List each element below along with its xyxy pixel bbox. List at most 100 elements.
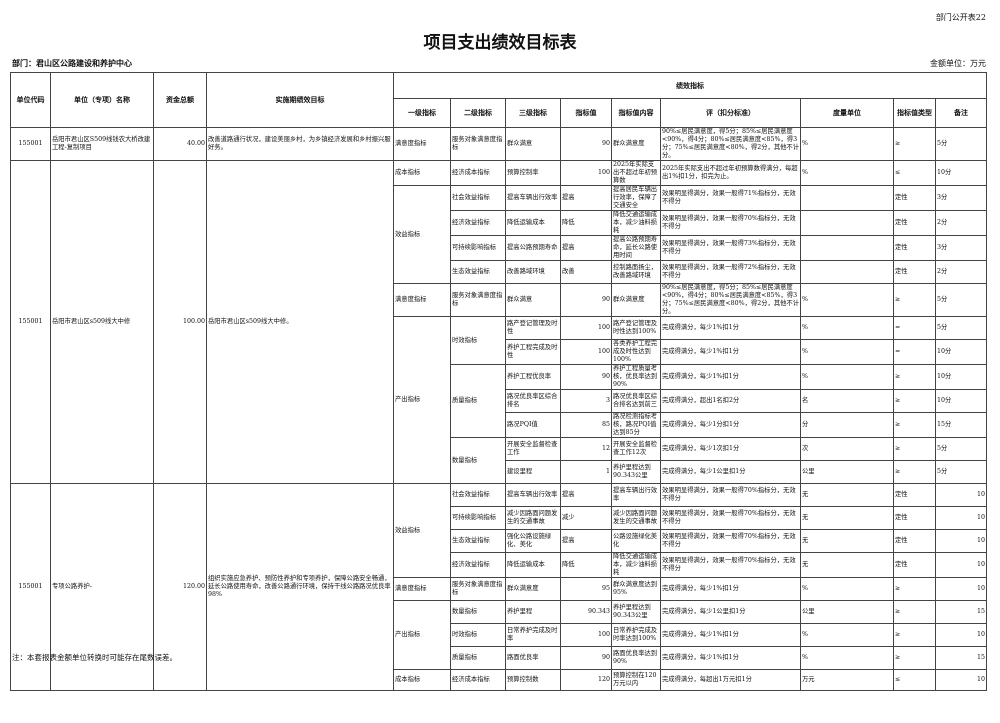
scoring-criteria: 完成得满分，每少1公里扣1分 xyxy=(660,460,801,484)
indicator-content: 公路设施绿化美化 xyxy=(611,529,661,553)
value-type: ≥ xyxy=(893,364,936,390)
scoring-criteria: 完成得满分，每少1%扣1分 xyxy=(660,623,801,647)
scoring-criteria: 完成得满分，每少1公里扣1分 xyxy=(660,600,801,624)
indicator-value: 提高 xyxy=(560,185,612,211)
header-vtype: 指标值类型 xyxy=(893,98,936,128)
table-row: 155001 岳阳市君山区s509线大中修 100.00 岳阳市君山区s509线大中修… xyxy=(10,160,988,484)
remark: 10 xyxy=(934,506,988,530)
indicator-content: 群众满意度达到95% xyxy=(611,577,661,601)
performance-table: 单位代码 单位（专项）名称 资金总额 实施期绩效目标 绩效指标 一级指标 二级指… xyxy=(10,72,988,691)
value-type: ≥ xyxy=(893,389,936,413)
level3-indicator: 建设里程 xyxy=(505,460,561,484)
measure-unit xyxy=(800,235,894,261)
remark: 15 xyxy=(934,600,988,624)
indicator-value: 1 xyxy=(560,460,612,484)
remark: 5分 xyxy=(934,283,988,317)
value-type: 定性 xyxy=(893,210,936,236)
value-type: ≥ xyxy=(893,577,936,601)
header-criteria: 评（扣分标准） xyxy=(660,98,801,128)
performance-goal: 岳阳市君山区s509线大中修。 xyxy=(206,160,394,484)
level3-indicator: 预算控制率 xyxy=(505,160,561,186)
remark: 10分 xyxy=(934,389,988,413)
measure-unit: 无 xyxy=(800,483,894,507)
value-type: ≥ xyxy=(893,412,936,438)
scoring-criteria: 效果明显得满分，效果一般得73%指标分，无效不得分 xyxy=(660,235,801,261)
remark: 10 xyxy=(934,552,988,578)
table-row: 经济效益指标 降低运输成本 降低 降低交通运输成本，减少油料损耗 效果明显得满分，效果一… xyxy=(11,210,988,236)
scoring-criteria: 完成得满分，每少1%扣1分 xyxy=(660,364,801,390)
header-name: 单位（专项）名称 xyxy=(50,72,154,128)
remark: 5分 xyxy=(934,127,988,161)
value-type: ≤ xyxy=(893,669,936,691)
level3-indicator: 开展安全监督检查工作 xyxy=(505,437,561,461)
level1-indicator: 效益指标 xyxy=(393,185,451,284)
measure-unit: % xyxy=(800,316,894,340)
level3-indicator: 路产登记管理及时性 xyxy=(505,316,561,340)
indicator-value: 提高 xyxy=(560,529,612,553)
indicator-value: 提高 xyxy=(560,483,612,507)
table-row: 可持续影响指标 减少因路面问题发生的交通事故 减少 减少因路面问题发生的交通事故 效果明… xyxy=(11,506,988,530)
indicator-content: 群众满意度 xyxy=(611,127,661,161)
table-row: 经济效益指标 降低运输成本 降低 降低交通运输成本，减少油料损耗 效果明显得满分，效果一… xyxy=(11,552,988,578)
indicator-value: 90 xyxy=(560,646,612,670)
level3-indicator: 养护工程优良率 xyxy=(505,364,561,390)
scoring-criteria: 效果明显得满分，效果一般得71%指标分，无效不得分 xyxy=(660,185,801,211)
header-amount: 资金总额 xyxy=(153,72,207,128)
level3-indicator: 预算控制数 xyxy=(505,669,561,691)
measure-unit: 无 xyxy=(800,506,894,530)
value-type: ≥ xyxy=(893,600,936,624)
level1-indicator: 满意度指标 xyxy=(393,577,451,601)
indicator-content: 路况检测指标考核，路况PQI值达到85分 xyxy=(611,412,661,438)
level2-indicator: 质量指标 xyxy=(450,364,506,438)
remark: 3分 xyxy=(934,235,988,261)
level2-indicator: 服务对象满意度指标 xyxy=(450,127,506,161)
table-row: 产出指标 数量指标 养护里程 90.343 养护里程达到90.343公里 完成得满分，每少… xyxy=(11,600,988,670)
level2-indicator: 可持续影响指标 xyxy=(450,235,506,261)
project-name: 岳阳市君山区S509线钱农大桥改建工程-复制项目 xyxy=(50,127,154,161)
level3-indicator: 提高公路预期寿命 xyxy=(505,235,561,261)
level3-indicator: 养护工程完成及时性 xyxy=(505,339,561,365)
indicator-value: 3 xyxy=(560,389,612,413)
scoring-criteria: 效果明显得满分，效果一般得70%指标分，无效不得分 xyxy=(660,483,801,507)
level3-indicator: 强化公路设施绿化、美化 xyxy=(505,529,561,553)
level3-indicator: 提高车辆出行效率 xyxy=(505,483,561,507)
scoring-criteria: 90%≤居民满意度，得5分；85%≤居民满意度<90%，得4分；80%≤居民满意… xyxy=(660,283,801,317)
page-title: 项目支出绩效目标表 xyxy=(423,33,577,53)
level2-indicator: 时效指标 xyxy=(450,316,506,365)
measure-unit xyxy=(800,185,894,211)
level2-indicator: 服务对象满意度指标 xyxy=(450,283,506,317)
header-content: 指标值内容 xyxy=(611,98,661,128)
measure-unit: 次 xyxy=(800,437,894,461)
indicator-value: 改善 xyxy=(560,260,612,284)
scoring-criteria: 效果明显得满分，效果一般得70%指标分，无效不得分 xyxy=(660,529,801,553)
measure-unit: 公里 xyxy=(800,600,894,624)
indicator-content: 控制路面扬尘，改善路域环境 xyxy=(611,260,661,284)
indicator-content: 降低交通运输成本，减少油料损耗 xyxy=(611,552,661,578)
indicator-value: 100 xyxy=(560,160,612,186)
level3-indicator: 提高车辆出行效率 xyxy=(505,185,561,211)
indicator-value: 减少 xyxy=(560,506,612,530)
remark: 15分 xyxy=(934,412,988,438)
indicator-content: 路况优良率区综合排名达到前三 xyxy=(611,389,661,413)
indicator-content: 养护里程达到90.343公里 xyxy=(611,460,661,484)
value-type: ≥ xyxy=(893,283,936,317)
scoring-criteria: 90%≤居民满意度，得5分；85%≤居民满意度<90%，得4分；80%≤居民满意… xyxy=(660,127,801,161)
level2-indicator: 数量指标 xyxy=(450,600,506,624)
level2-indicator: 社会效益指标 xyxy=(450,185,506,211)
value-type: ≥ xyxy=(893,646,936,670)
measure-unit: % xyxy=(800,283,894,317)
level2-indicator: 经济效益指标 xyxy=(450,210,506,236)
header-measure: 度量单位 xyxy=(800,98,894,128)
indicator-content: 各类养护工程完成及时性达到100% xyxy=(611,339,661,365)
unit-code: 155001 xyxy=(10,127,51,161)
indicator-value: 90 xyxy=(560,127,612,161)
scoring-criteria: 效果明显得满分，效果一般得70%指标分，无效不得分 xyxy=(660,506,801,530)
indicator-content: 2025年实际支出不超过年初预算数 xyxy=(611,160,661,186)
project-name: 专项公路养护- xyxy=(50,483,154,691)
level3-indicator: 路况PQI值 xyxy=(505,412,561,438)
value-type: 定性 xyxy=(893,483,936,507)
level3-indicator: 群众满意度 xyxy=(505,577,561,601)
remark: 2分 xyxy=(934,210,988,236)
scoring-criteria: 完成得满分，每少1%扣1分 xyxy=(660,577,801,601)
measure-unit: % xyxy=(800,339,894,365)
